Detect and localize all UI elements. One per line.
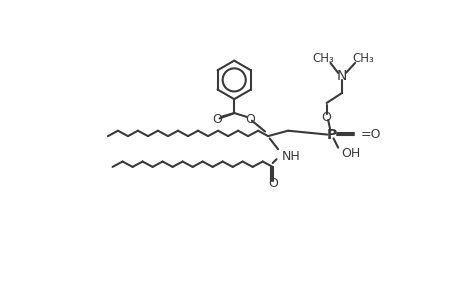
Text: N: N bbox=[336, 69, 347, 83]
Text: O: O bbox=[321, 111, 331, 124]
Text: O: O bbox=[212, 113, 222, 126]
Text: NH: NH bbox=[281, 150, 300, 163]
Text: CH₃: CH₃ bbox=[311, 52, 333, 65]
Text: O: O bbox=[245, 113, 255, 126]
Text: CH₃: CH₃ bbox=[351, 52, 373, 65]
Text: OH: OH bbox=[341, 146, 360, 160]
Text: O: O bbox=[267, 177, 277, 190]
Text: =O: =O bbox=[360, 128, 380, 141]
Text: P: P bbox=[326, 128, 336, 142]
